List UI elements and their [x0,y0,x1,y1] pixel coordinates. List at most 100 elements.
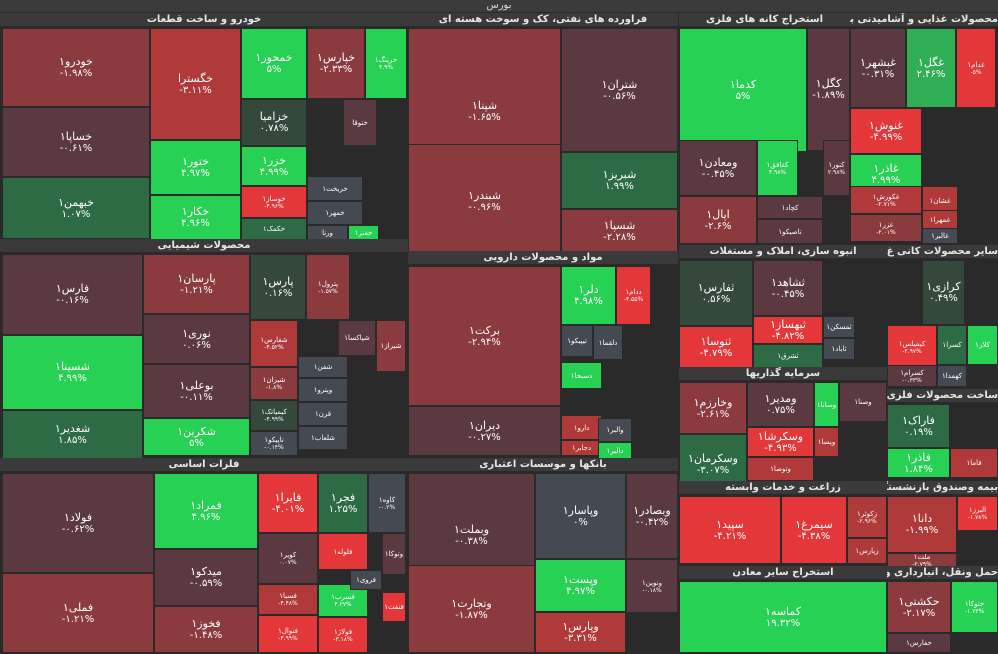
stock-tile[interactable]: شلعاب۱ [298,426,348,450]
stock-tile[interactable]: خوساز۱ -۴.۹۶% [241,186,307,218]
stock-tile[interactable]: تاپیکو۱ -۰.۱۴% [250,431,298,456]
stock-tile[interactable]: ثبهساز۱ -۴.۸۲% [753,316,823,344]
stock-tile[interactable]: فمراد۱ ۴.۹۶% [154,473,258,549]
stock-tile[interactable]: خفنر۱ [348,225,379,240]
stock-tile[interactable]: شکربن۱ ۵% [143,418,250,456]
stock-tile[interactable]: وپست۱ ۴.۹۷% [535,559,626,612]
stock-tile[interactable]: برکت۱ -۲.۹۴% [408,266,561,406]
stock-tile[interactable]: فایرا۱ -۴.۰۱% [258,473,318,533]
stock-tile[interactable]: شسینا۱ ۴.۹۹% [2,335,143,410]
stock-tile[interactable]: وسانا۱ [814,382,839,427]
stock-tile[interactable]: کسرام۱ -۰.۳۳% [887,365,937,387]
stock-tile[interactable]: فجر۱ ۱.۲۵% [318,473,368,533]
stock-tile[interactable]: خزامیا ۰.۷۸% [241,99,307,146]
stock-tile[interactable]: خریخت۱ [307,176,363,201]
stock-tile[interactable]: خکار۱ ۴.۹۶% [150,195,241,240]
stock-tile[interactable]: خرینگ۱ ۴.۹% [365,28,407,99]
stock-tile[interactable]: کماسه۱ ۱۹.۳۲% [679,581,887,653]
stock-tile[interactable]: دجابر۱ [561,440,602,456]
stock-tile[interactable]: خساپا۱ -۰.۶۱% [2,107,150,177]
stock-tile[interactable]: شفن۱ [298,356,348,378]
stock-tile[interactable]: خکمک۱ [241,218,307,240]
stock-tile[interactable]: وپاسار۱ ۰% [535,473,626,559]
stock-tile[interactable]: کیمیلس۱ -۲.۹۷% [887,325,937,370]
stock-tile[interactable]: غالبر۱ [922,228,958,244]
stock-tile[interactable]: دلر۱ ۴.۹۸% [561,266,616,325]
stock-tile[interactable]: خگسترا -۳.۱۱% [150,28,241,140]
stock-tile[interactable]: زپارس۱ [847,538,887,564]
stock-tile[interactable]: شتران۱ -۰.۵۶% [561,28,678,152]
stock-tile[interactable]: فسبا۱ -۴.۴۸% [258,584,318,615]
stock-tile[interactable]: دسبحا۱ [561,362,602,389]
stock-tile[interactable]: اپال۱ -۲.۶% [679,196,757,244]
stock-tile[interactable]: کویر۱ ۰.۰۷% [258,533,318,584]
stock-tile[interactable]: زکوثر۱ -۲.۹۶% [847,496,887,538]
stock-tile[interactable]: شبندر۱ -۰.۹۶% [408,144,561,258]
stock-tile[interactable]: غزر۱ -۲.۰۱% [850,214,922,242]
stock-tile[interactable]: تیپیکو۱ [561,325,593,357]
stock-tile[interactable]: ثفارس۱ ۰.۵۶% [679,260,753,326]
stock-tile[interactable]: شبریز۱ ۱.۹۹% [561,152,678,209]
stock-tile[interactable]: سپید۱ -۴.۲۱% [679,496,781,564]
stock-tile[interactable]: فنفت۱ [382,592,406,622]
stock-tile[interactable]: ویسا۱ [814,427,839,457]
stock-tile[interactable]: فاذر۱ ۱.۸۴% [887,448,950,478]
stock-tile[interactable]: دالبر۱ [598,442,632,459]
stock-tile[interactable]: دلقما۱ [593,325,623,360]
stock-tile[interactable]: خمحور۱ ۵% [241,28,307,99]
stock-tile[interactable]: کسرا۱ [937,325,967,365]
stock-tile[interactable]: ونوین۱ -۰.۱۸% [626,559,678,613]
stock-tile[interactable]: فاما۱ [950,448,998,478]
stock-tile[interactable]: ثمسکن۱ [823,316,855,338]
stock-tile[interactable]: کهمدا۱ [937,365,967,387]
stock-tile[interactable]: کاوه۱ -۰.۲% [368,473,406,533]
stock-tile[interactable]: وسکرشا۱ -۴.۹۳% [747,427,814,457]
stock-tile[interactable]: کدما۱ ۵% [679,28,807,152]
stock-tile[interactable]: پارسان۱ -۱.۲۱% [143,254,250,314]
stock-tile[interactable]: شغدیر۱ ۱.۸۵% [2,410,143,459]
stock-tile[interactable]: غنوش۱ -۴.۹۹% [850,108,922,154]
stock-tile[interactable]: ثشاهد۱ -۰.۴۵% [753,260,823,316]
stock-tile[interactable]: شسپا۱ -۲.۲۸% [561,209,678,253]
stock-tile[interactable]: فروی۱ [350,570,382,590]
stock-tile[interactable]: غگل۱ ۲.۴۶% [906,28,956,108]
stock-tile[interactable]: فاراک۱ ۰.۱۹% [887,404,950,448]
stock-tile[interactable]: فملی۱ -۱.۲۱% [2,573,154,653]
stock-tile[interactable]: شیراز۱ [376,320,406,372]
stock-tile[interactable]: ثشرق۱ [753,344,823,368]
stock-tile[interactable]: خمهر۱ [307,201,363,225]
stock-tile[interactable]: البرز۱ -۱.۷۸% [957,496,998,531]
stock-tile[interactable]: فنوال۱ -۴.۹۹% [258,615,318,653]
stock-tile[interactable]: پارس۱ ۰.۱۶% [250,254,306,320]
stock-tile[interactable]: ثنوسا۱ -۴.۷۹% [679,326,753,368]
stock-tile[interactable]: کنور۱ ۲.۹۸% [823,140,850,196]
stock-tile[interactable]: سیمرغ۱ -۴.۳۸% [781,496,847,564]
stock-tile[interactable]: حتوکا۱ -۱.۷۳% [951,581,998,633]
stock-tile[interactable]: ختوقا [343,99,377,146]
stock-tile[interactable]: وخارزم۱ -۲.۶۱% [679,382,747,434]
stock-tile[interactable]: وتوصا۱ [747,457,814,481]
stock-tile[interactable]: ومعادن۱ -۰.۴۵% [679,140,757,196]
stock-tile[interactable]: قرن۱ [298,402,348,426]
stock-tile[interactable]: غبشهر۱ -۰.۳۱% [850,28,906,108]
stock-tile[interactable]: غمهرا۱ [922,210,958,230]
stock-tile[interactable]: کیمیاتک۱ -۴.۹۹% [250,400,298,431]
stock-tile[interactable]: خپارس۱ -۲.۳۳% [307,28,365,99]
stock-tile[interactable]: وصنا۱ [839,382,887,422]
stock-tile[interactable]: دانا۱ -۱.۹۹% [887,496,957,553]
stock-tile[interactable]: کرازی۱ ۰.۴۹% [922,260,965,325]
stock-tile[interactable]: ورنا [307,225,348,240]
stock-tile[interactable]: دیران۱ -۰.۲۷% [408,406,561,456]
stock-tile[interactable]: ملت۱ -۲.۷۹% [887,553,957,567]
stock-tile[interactable]: کفافق۱ ۴.۹۸% [757,140,798,196]
stock-tile[interactable]: غدام۱ -۵% [956,28,996,108]
stock-tile[interactable]: کچاد۱ [757,196,823,219]
stock-tile[interactable]: نوری۱ ۰.۰۶% [143,314,250,364]
stock-tile[interactable]: کلار۱ [967,325,998,365]
stock-tile[interactable]: وپترو۱ [298,378,348,402]
stock-tile[interactable]: فلوله۱ [318,533,368,570]
stock-tile[interactable]: شفارس۱ -۴.۵۲% [250,320,298,367]
stock-tile[interactable]: ختور۱ ۴.۹۷% [150,140,241,195]
stock-tile[interactable]: وپارس۱ -۳.۳۱% [535,612,626,653]
stock-tile[interactable]: فولاژ۱ -۳.۱۸% [318,617,368,653]
